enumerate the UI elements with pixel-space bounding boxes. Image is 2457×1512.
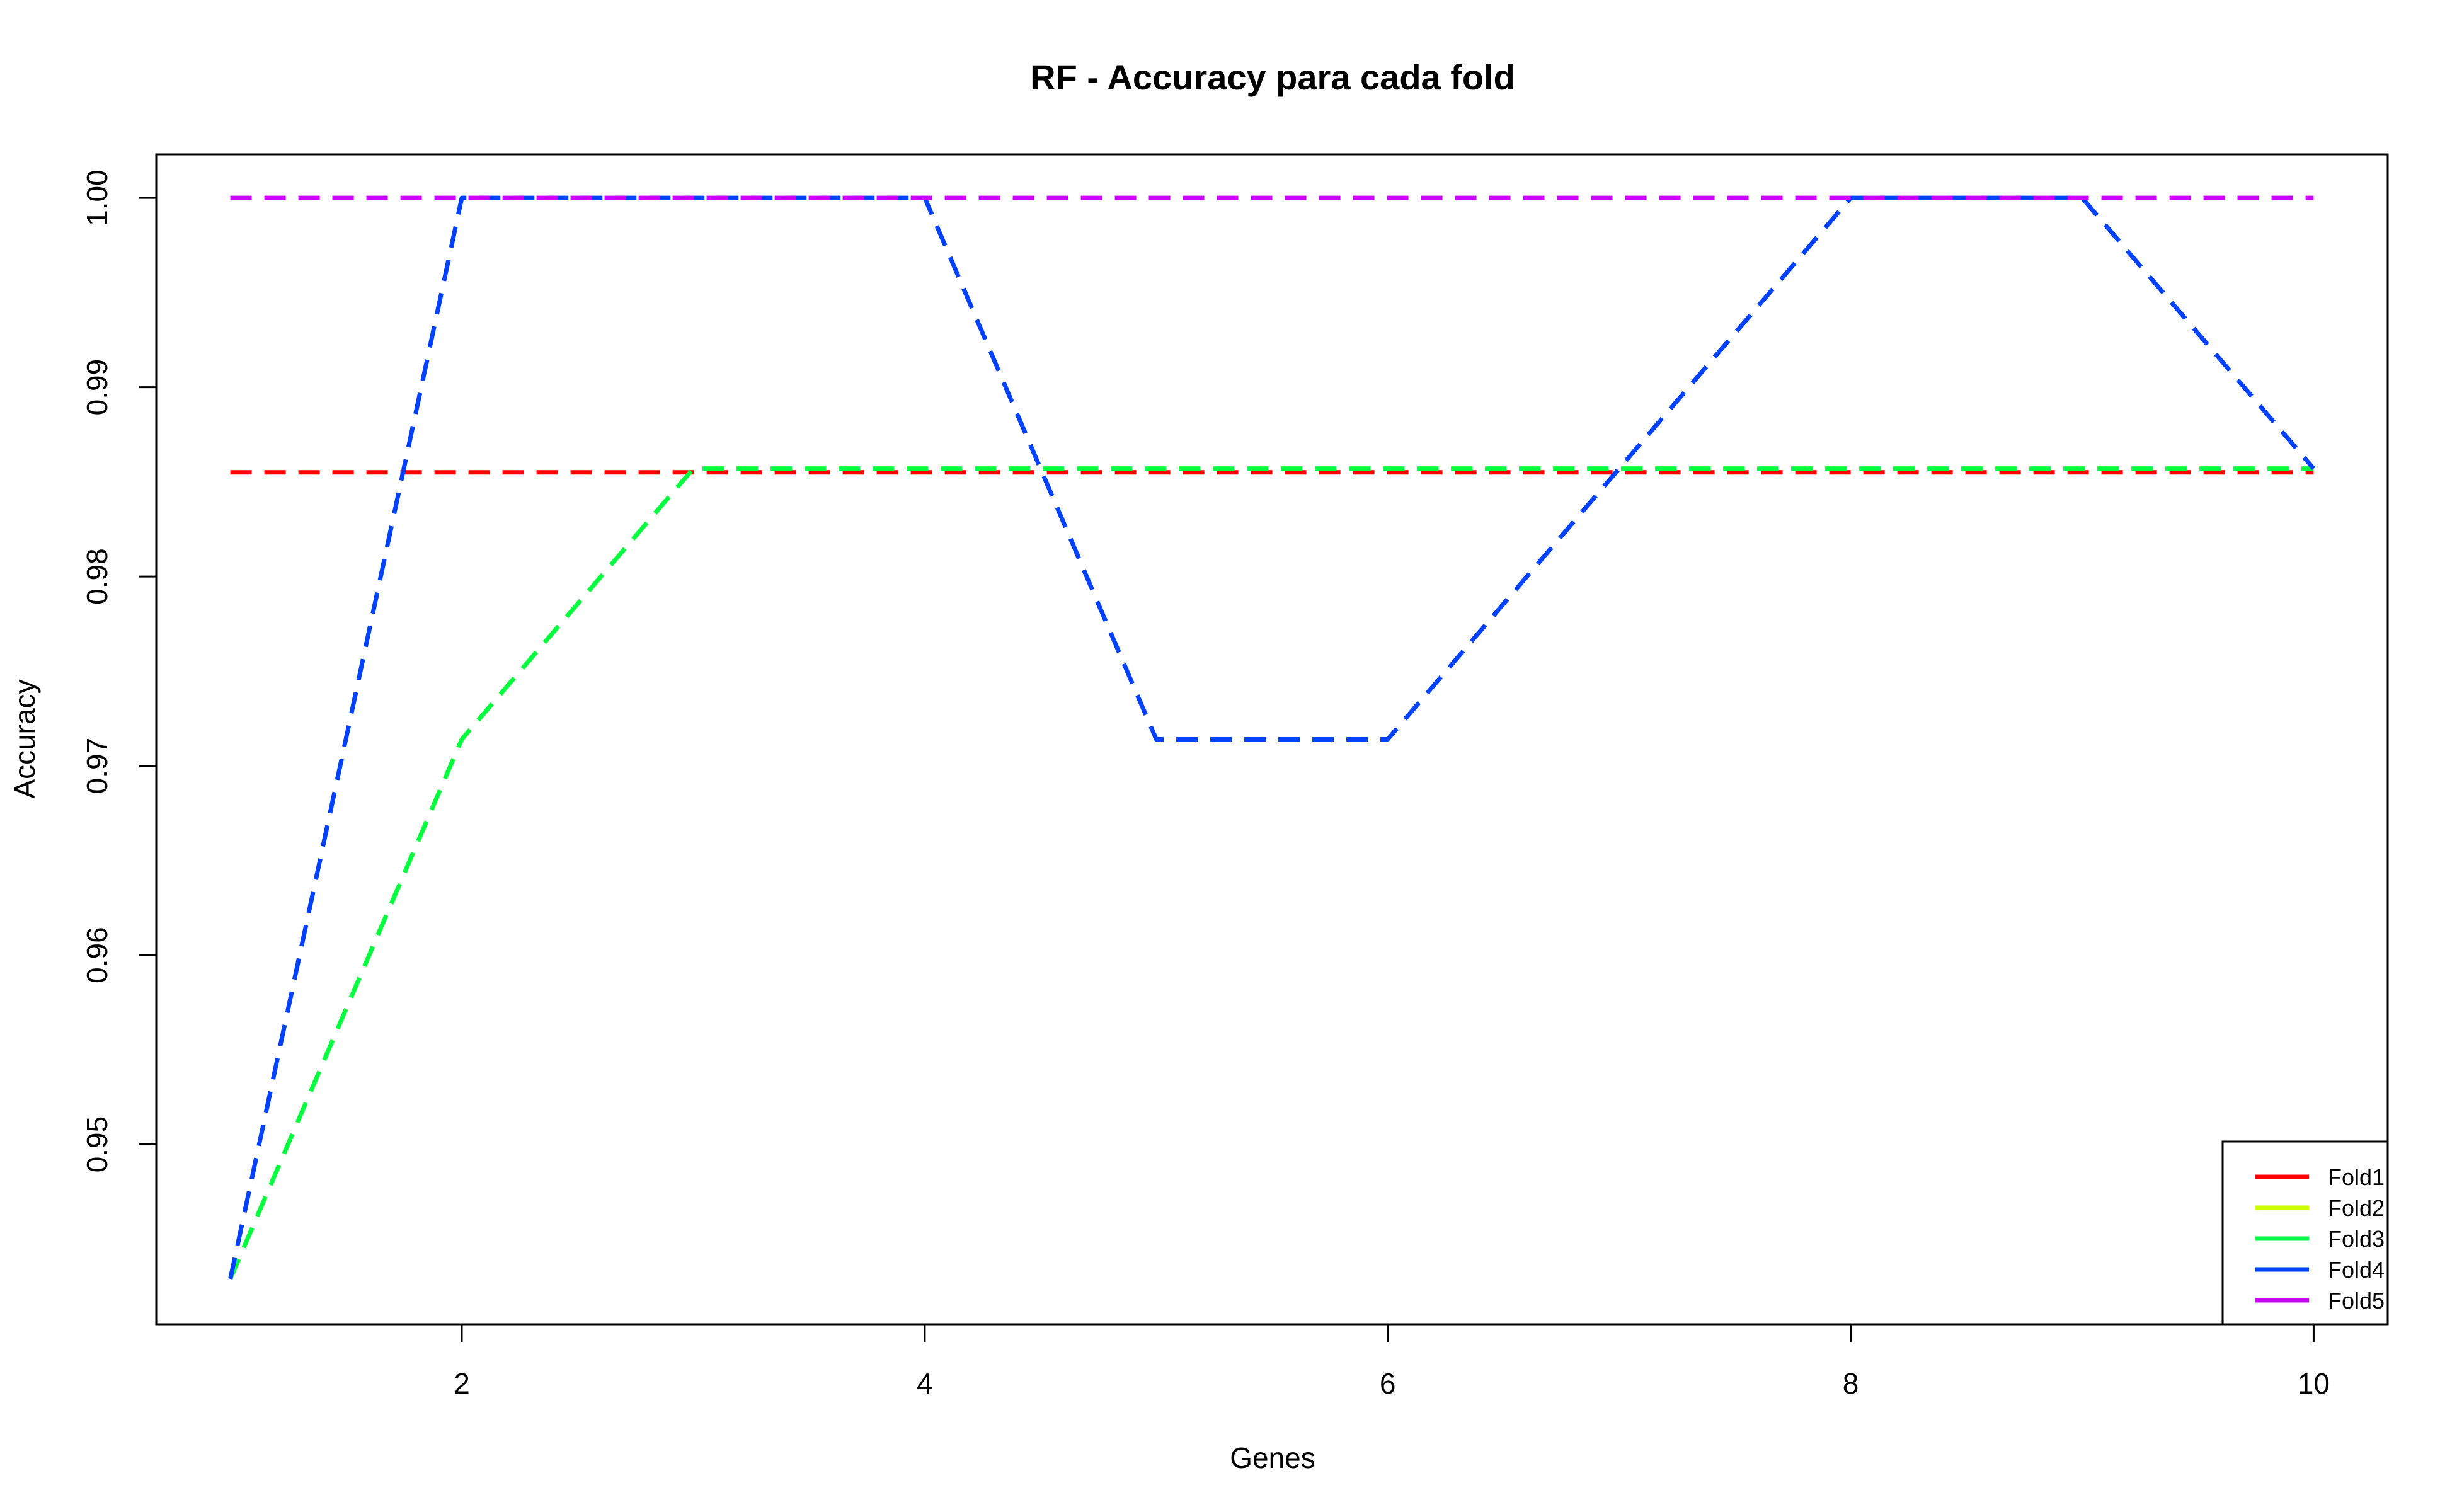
series-layer xyxy=(228,195,2316,1280)
legend: Fold1 Fold2 Fold3 Fold4 Fold5 xyxy=(2221,1140,2389,1326)
y-tick-label-4: 0.99 xyxy=(81,359,113,416)
y-tick-label-3: 0.98 xyxy=(81,548,113,605)
y-tick-label-2: 0.97 xyxy=(81,738,113,794)
legend-label-fold5: Fold5 xyxy=(2328,1288,2385,1314)
legend-box xyxy=(2221,1140,2389,1326)
series-line-fold3 xyxy=(228,466,2314,1280)
y-tick-label-5: 1.00 xyxy=(81,169,113,226)
series-line-fold4 xyxy=(228,195,2316,1280)
legend-label-fold4: Fold4 xyxy=(2328,1257,2385,1283)
x-tick-label-6: 6 xyxy=(1380,1367,1396,1400)
y-tick-label-1: 0.96 xyxy=(81,927,113,983)
legend-label-fold2: Fold2 xyxy=(2328,1195,2385,1221)
y-tick-label-0: 0.95 xyxy=(81,1116,113,1173)
chart-title: RF - Accuracy para cada fold xyxy=(1030,57,1515,97)
y-axis-ticks: 0.95 0.96 0.97 0.98 0.99 1.00 xyxy=(81,169,156,1172)
x-tick-label-10: 10 xyxy=(2298,1367,2330,1400)
y-axis-label: Accuracy xyxy=(8,679,41,798)
legend-label-fold3: Fold3 xyxy=(2328,1226,2385,1252)
plot-frame xyxy=(155,153,2389,1326)
x-axis-label: Genes xyxy=(1230,1441,1315,1474)
x-tick-label-4: 4 xyxy=(917,1367,933,1400)
series-line-fold2 xyxy=(228,466,2314,1280)
legend-label-fold1: Fold1 xyxy=(2328,1164,2385,1190)
x-axis-ticks: 2 4 6 8 10 xyxy=(454,1324,2330,1400)
x-tick-label-2: 2 xyxy=(454,1367,470,1400)
x-tick-label-8: 8 xyxy=(1843,1367,1859,1400)
